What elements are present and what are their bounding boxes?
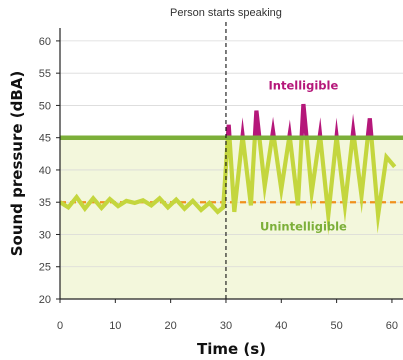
intelligible-label: Intelligible [269, 78, 339, 92]
y-tick-label: 35 [39, 197, 51, 209]
x-tick-label: 60 [386, 320, 398, 332]
x-tick-label: 20 [165, 320, 177, 332]
y-tick-label: 25 [39, 262, 51, 274]
x-axis-ticks: 0 10 20 30 40 50 60 [57, 299, 398, 332]
y-tick-label: 20 [39, 294, 51, 306]
x-tick-label: 10 [109, 320, 121, 332]
x-tick-label: 40 [275, 320, 287, 332]
y-axis-title: Sound pressure (dBA) [8, 71, 26, 257]
series-line [60, 137, 397, 236]
x-axis-title: Time (s) [197, 340, 266, 358]
y-axis-ticks: 20 25 30 35 40 45 50 55 60 [39, 36, 60, 306]
y-tick-label: 55 [39, 68, 51, 80]
x-tick-label: 50 [330, 320, 342, 332]
y-tick-label: 50 [39, 100, 51, 112]
y-tick-label: 45 [39, 133, 51, 145]
x-tick-label: 0 [57, 320, 63, 332]
y-tick-label: 60 [39, 36, 51, 48]
y-tick-label: 40 [39, 165, 51, 177]
x-tick-label: 30 [220, 320, 232, 332]
unintelligible-label: Unintelligible [260, 220, 347, 234]
y-tick-label: 30 [39, 229, 51, 241]
speaking-start-annotation: Person starts speaking [170, 7, 282, 19]
